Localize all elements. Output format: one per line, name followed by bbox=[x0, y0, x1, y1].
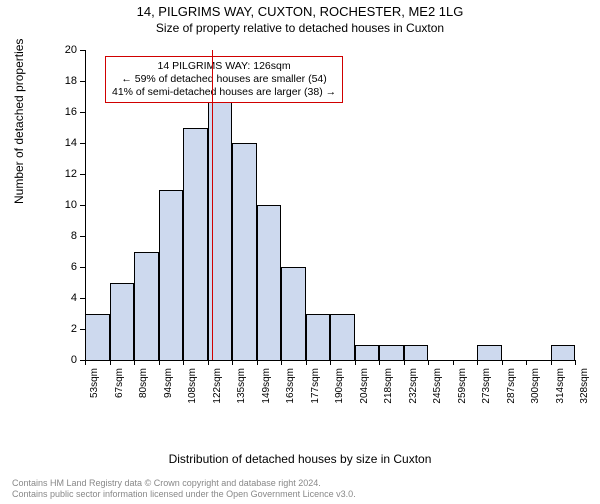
x-tick-label: 177sqm bbox=[310, 368, 321, 404]
x-tick bbox=[85, 360, 86, 365]
x-tick-label: 314sqm bbox=[555, 368, 566, 404]
histogram-bar bbox=[110, 283, 135, 361]
y-tick bbox=[80, 298, 85, 299]
x-tick bbox=[232, 360, 233, 365]
y-tick bbox=[80, 50, 85, 51]
y-tick bbox=[80, 112, 85, 113]
y-tick-label: 4 bbox=[53, 292, 77, 304]
y-tick-label: 6 bbox=[53, 261, 77, 273]
x-tick bbox=[257, 360, 258, 365]
y-tick-label: 2 bbox=[53, 323, 77, 335]
y-tick bbox=[80, 205, 85, 206]
x-tick bbox=[330, 360, 331, 365]
y-tick bbox=[80, 143, 85, 144]
footer-line-2: Contains public sector information licen… bbox=[12, 489, 356, 500]
x-tick bbox=[208, 360, 209, 365]
x-tick-label: 190sqm bbox=[334, 368, 345, 404]
x-tick bbox=[306, 360, 307, 365]
marker-line bbox=[212, 50, 213, 360]
y-tick bbox=[80, 174, 85, 175]
y-tick bbox=[80, 81, 85, 82]
y-tick bbox=[80, 236, 85, 237]
info-line-1: 14 PILGRIMS WAY: 126sqm bbox=[112, 60, 336, 73]
histogram-bar bbox=[257, 205, 282, 360]
x-tick-label: 67sqm bbox=[114, 368, 125, 398]
footer-text: Contains HM Land Registry data © Crown c… bbox=[12, 478, 356, 500]
footer-line-1: Contains HM Land Registry data © Crown c… bbox=[12, 478, 356, 489]
y-tick-label: 14 bbox=[53, 137, 77, 149]
info-line-2: ← 59% of detached houses are smaller (54… bbox=[112, 73, 336, 86]
histogram-bar bbox=[159, 190, 184, 361]
x-tick-label: 80sqm bbox=[138, 368, 149, 398]
y-tick-label: 8 bbox=[53, 230, 77, 242]
y-tick bbox=[80, 329, 85, 330]
x-tick-label: 232sqm bbox=[408, 368, 419, 404]
histogram-bar bbox=[330, 314, 355, 361]
histogram-bar bbox=[551, 345, 576, 361]
x-tick-label: 94sqm bbox=[163, 368, 174, 398]
x-tick-label: 149sqm bbox=[261, 368, 272, 404]
y-tick bbox=[80, 267, 85, 268]
y-tick-label: 16 bbox=[53, 106, 77, 118]
x-tick-label: 259sqm bbox=[457, 368, 468, 404]
histogram-bar bbox=[85, 314, 110, 361]
x-tick bbox=[110, 360, 111, 365]
x-tick bbox=[575, 360, 576, 365]
x-tick-label: 53sqm bbox=[89, 368, 100, 398]
x-tick bbox=[134, 360, 135, 365]
x-tick-label: 300sqm bbox=[530, 368, 541, 404]
x-tick-label: 287sqm bbox=[506, 368, 517, 404]
x-tick bbox=[379, 360, 380, 365]
chart-sub-title: Size of property relative to detached ho… bbox=[0, 21, 600, 35]
histogram-bar bbox=[355, 345, 380, 361]
y-tick-label: 10 bbox=[53, 199, 77, 211]
histogram-bar bbox=[281, 267, 306, 360]
histogram-bar bbox=[379, 345, 404, 361]
x-tick-label: 218sqm bbox=[383, 368, 394, 404]
y-tick-label: 12 bbox=[53, 168, 77, 180]
y-tick-label: 18 bbox=[53, 75, 77, 87]
x-tick bbox=[355, 360, 356, 365]
x-tick-label: 122sqm bbox=[212, 368, 223, 404]
info-box: 14 PILGRIMS WAY: 126sqm ← 59% of detache… bbox=[105, 56, 343, 103]
chart-main-title: 14, PILGRIMS WAY, CUXTON, ROCHESTER, ME2… bbox=[0, 4, 600, 19]
x-axis-title: Distribution of detached houses by size … bbox=[0, 452, 600, 466]
x-tick bbox=[453, 360, 454, 365]
y-axis-title: Number of detached properties bbox=[12, 39, 26, 204]
x-tick-label: 245sqm bbox=[432, 368, 443, 404]
x-tick bbox=[526, 360, 527, 365]
x-tick bbox=[159, 360, 160, 365]
x-tick bbox=[183, 360, 184, 365]
histogram-bar bbox=[232, 143, 257, 360]
x-tick-label: 163sqm bbox=[285, 368, 296, 404]
x-tick bbox=[404, 360, 405, 365]
x-tick-label: 135sqm bbox=[236, 368, 247, 404]
histogram-bar bbox=[306, 314, 331, 361]
x-tick bbox=[281, 360, 282, 365]
x-tick bbox=[428, 360, 429, 365]
x-tick bbox=[551, 360, 552, 365]
x-tick-label: 273sqm bbox=[481, 368, 492, 404]
histogram-bar bbox=[134, 252, 159, 361]
x-tick bbox=[477, 360, 478, 365]
info-line-3: 41% of semi-detached houses are larger (… bbox=[112, 86, 336, 99]
x-tick-label: 328sqm bbox=[579, 368, 590, 404]
histogram-bar bbox=[477, 345, 502, 361]
x-tick bbox=[502, 360, 503, 365]
x-tick-label: 204sqm bbox=[359, 368, 370, 404]
y-tick-label: 20 bbox=[53, 44, 77, 56]
y-tick-label: 0 bbox=[53, 354, 77, 366]
histogram-bar bbox=[404, 345, 429, 361]
x-tick-label: 108sqm bbox=[187, 368, 198, 404]
histogram-bar bbox=[183, 128, 208, 361]
chart-area: 02468101214161820 53sqm67sqm80sqm94sqm10… bbox=[55, 50, 575, 420]
